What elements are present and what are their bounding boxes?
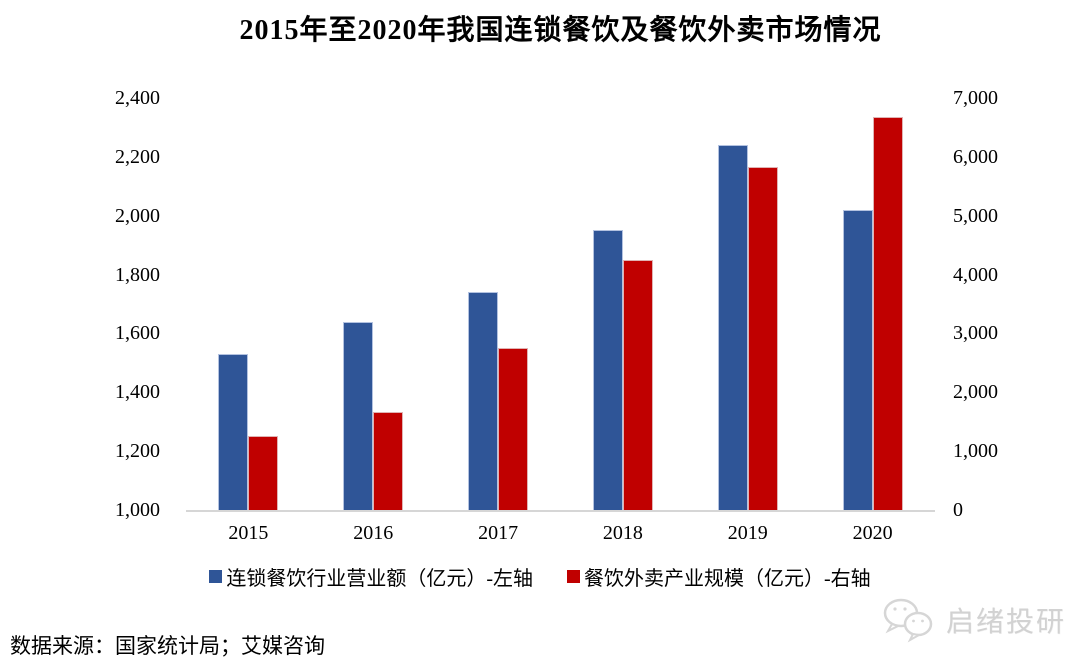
bar-left-2017 — [468, 292, 499, 510]
right-ticks-3,000: 3,000 — [953, 322, 998, 345]
x-label-2016: 2016 — [353, 522, 394, 544]
right-ticks-0: 0 — [953, 499, 963, 521]
legend-label-food-delivery: 餐饮外卖产业规模（亿元）-右轴 — [584, 568, 871, 590]
bar-right-2020 — [872, 117, 903, 510]
bar-left-2018 — [592, 230, 623, 510]
right-ticks-2,000: 2,000 — [953, 381, 998, 404]
watermark-text: 启绪投研 — [945, 607, 1066, 638]
data-source-note: 数据来源：国家统计局；艾媒咨询 — [10, 634, 325, 658]
right-axis-tick-labels: 7,000 6,000 5,000 4,000 3,000 2,000 1,000 0 — [953, 0, 1073, 666]
legend-swatch-blue — [209, 570, 223, 583]
legend-item-food-delivery: 餐饮外卖产业规模（亿元）-右轴 — [567, 562, 871, 591]
left-ticks-1,000: 1,000 — [115, 499, 160, 521]
left-axis-tick-labels: 2,400 2,200 2,000 1,800 1,600 1,400 1,200 1,000 — [0, 0, 160, 666]
left-ticks-1,600: 1,600 — [115, 322, 160, 345]
right-ticks-7,000: 7,000 — [953, 87, 998, 109]
bar-right-2016 — [373, 412, 404, 510]
bar-right-2018 — [622, 260, 653, 510]
bar-right-2015 — [248, 436, 279, 510]
plot-area — [186, 98, 935, 512]
bar-left-2015 — [218, 354, 249, 510]
x-label-2018: 2018 — [602, 522, 643, 544]
left-ticks-1,800: 1,800 — [115, 263, 160, 286]
right-ticks-6,000: 6,000 — [953, 145, 998, 168]
left-ticks-2,000: 2,000 — [115, 204, 160, 227]
x-label-2015: 2015 — [228, 522, 269, 544]
left-ticks-2,200: 2,200 — [115, 145, 160, 168]
legend-label-chain-catering: 连锁餐饮行业营业额（亿元）-左轴 — [226, 568, 533, 590]
wechat-bubbles-icon — [883, 598, 933, 643]
x-label-2019: 2019 — [727, 522, 768, 544]
legend: 连锁餐饮行业营业额（亿元）-左轴 餐饮外卖产业规模（亿元）-右轴 — [0, 562, 1080, 591]
right-ticks-4,000: 4,000 — [953, 263, 998, 286]
bar-left-2016 — [343, 322, 374, 510]
watermark: 启绪投研 — [880, 596, 1066, 644]
bar-left-2020 — [842, 210, 873, 510]
left-ticks-2,400: 2,400 — [115, 87, 160, 109]
left-ticks-1,400: 1,400 — [115, 381, 160, 404]
chart-title: 2015年至2020年我国连锁餐饮及餐饮外卖市场情况 — [239, 15, 882, 46]
x-label-2017: 2017 — [478, 522, 519, 544]
bar-left-2019 — [717, 145, 748, 510]
bar-right-2017 — [498, 348, 529, 510]
legend-item-chain-catering: 连锁餐饮行业营业额（亿元）-左轴 — [209, 562, 533, 591]
right-ticks-1,000: 1,000 — [953, 440, 998, 463]
legend-swatch-red — [567, 570, 580, 583]
right-ticks-5,000: 5,000 — [953, 204, 998, 227]
bar-right-2019 — [747, 167, 778, 510]
x-label-2020: 2020 — [852, 522, 893, 544]
left-ticks-1,200: 1,200 — [115, 440, 160, 463]
